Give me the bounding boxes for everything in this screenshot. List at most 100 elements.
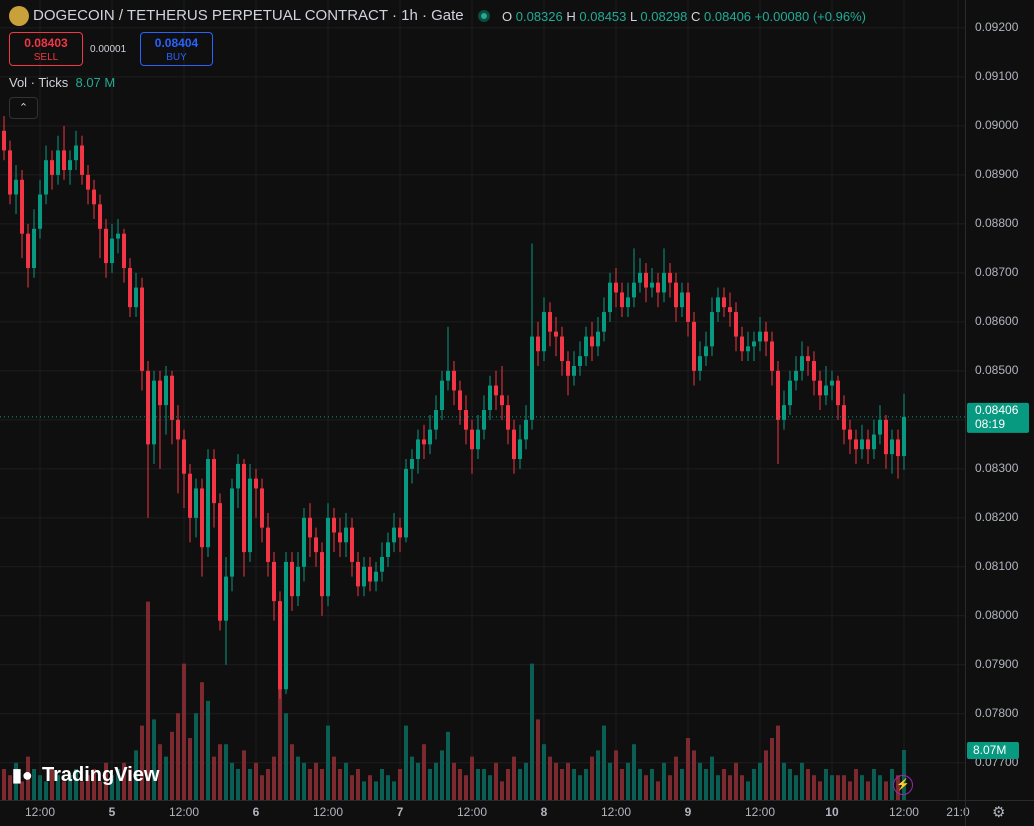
candle-body — [805, 356, 810, 362]
y-tick-label: 0.08100 — [975, 559, 1019, 573]
candle-body — [158, 380, 163, 406]
settings-icon[interactable]: ⚙ — [992, 804, 1006, 821]
candle-body — [517, 439, 522, 460]
candle-body — [452, 370, 457, 391]
volume-bar — [799, 762, 804, 800]
candle-body — [164, 375, 169, 406]
volume-bar — [266, 769, 271, 800]
candle-body — [446, 370, 451, 381]
volume-bar — [344, 762, 349, 800]
x-tick-label: 21:0 — [946, 805, 970, 819]
y-tick-label: 0.09000 — [975, 118, 1019, 132]
volume-bar — [194, 713, 199, 800]
candle-body — [871, 434, 876, 450]
volume-bar — [643, 775, 648, 800]
candle-body — [583, 336, 588, 357]
candle-body — [56, 150, 61, 175]
volume-bar — [458, 769, 463, 800]
volume-bar — [571, 769, 576, 800]
candle-body — [422, 439, 427, 445]
candle-body — [314, 537, 319, 553]
volume-bar — [176, 713, 181, 800]
candle-body — [410, 459, 415, 469]
volume-bar — [338, 769, 343, 800]
candle-body — [152, 380, 157, 445]
candle-body — [721, 297, 726, 308]
volume-bar — [835, 775, 840, 800]
candle-body — [835, 380, 840, 406]
volume-bar — [775, 725, 780, 800]
alert-icon[interactable]: ⚡ — [893, 775, 913, 795]
candle-body — [8, 150, 13, 195]
candle-body — [386, 542, 391, 558]
volume-bar — [697, 762, 702, 800]
volume-bar — [733, 762, 738, 800]
candle-body — [278, 601, 283, 690]
volume-bar — [769, 738, 774, 800]
volume-bar — [613, 750, 618, 800]
candle-body — [631, 282, 636, 298]
volume-bar — [679, 769, 684, 800]
x-tick-label: 10 — [825, 805, 839, 819]
volume-bar — [86, 775, 91, 800]
candle-body — [296, 566, 301, 597]
l-value: 0.08298 — [640, 9, 688, 24]
volume-bar — [829, 775, 834, 800]
countdown-label: 08:19 — [975, 417, 1005, 431]
candle-body — [122, 233, 127, 268]
volume-bar — [889, 769, 894, 800]
volume-bar — [787, 769, 792, 800]
candle-body — [733, 312, 738, 337]
candle-body — [182, 439, 187, 474]
volume-bar — [284, 713, 289, 800]
volume-bar — [434, 762, 439, 800]
candle-body — [284, 561, 289, 690]
volume-bar — [14, 762, 19, 800]
candle-body — [493, 385, 498, 396]
volume-bar — [493, 762, 498, 800]
candle-body — [799, 356, 804, 371]
candle-body — [134, 287, 139, 308]
volume-bar — [20, 781, 25, 800]
volume-bar — [218, 744, 223, 800]
candle-body — [637, 272, 642, 283]
buy-button[interactable]: 0.08404 BUY — [140, 32, 213, 66]
candle-body — [428, 429, 433, 445]
y-tick-label: 0.08800 — [975, 216, 1019, 230]
volume-bar — [607, 762, 612, 800]
candle-body — [206, 459, 211, 548]
candle-body — [272, 561, 277, 602]
volume-bar — [92, 769, 97, 800]
volume-bar — [236, 769, 241, 800]
candle-body — [529, 336, 534, 420]
candle-body — [661, 272, 666, 293]
candle-body — [200, 488, 205, 548]
candle-body — [667, 272, 672, 283]
volume-bar — [883, 781, 888, 800]
candle-body — [901, 416, 906, 457]
sell-button[interactable]: 0.08403 SELL — [9, 32, 83, 66]
volume-bar — [224, 744, 229, 800]
candle-body — [793, 370, 798, 381]
volume-bar — [631, 744, 636, 800]
volume-bar — [2, 769, 7, 800]
candle-body — [392, 527, 397, 543]
volume-badge-label: 8.07M — [973, 743, 1006, 757]
candle-body — [338, 532, 343, 543]
candle-body — [889, 439, 894, 455]
candle-body — [266, 527, 271, 562]
volume-bar — [242, 750, 247, 800]
candle-body — [685, 292, 690, 322]
volume-bar — [715, 775, 720, 800]
candle-body — [505, 405, 510, 430]
candle-body — [679, 292, 684, 308]
volume-bar — [523, 762, 528, 800]
collapse-button[interactable]: ⌃ — [9, 97, 38, 119]
volume-bar — [589, 756, 594, 800]
volume-bar — [404, 725, 409, 800]
candle-body — [368, 566, 373, 582]
volume-bar — [703, 769, 708, 800]
volume-bar — [134, 750, 139, 800]
volume-bar — [853, 769, 858, 800]
candle-body — [26, 233, 31, 268]
